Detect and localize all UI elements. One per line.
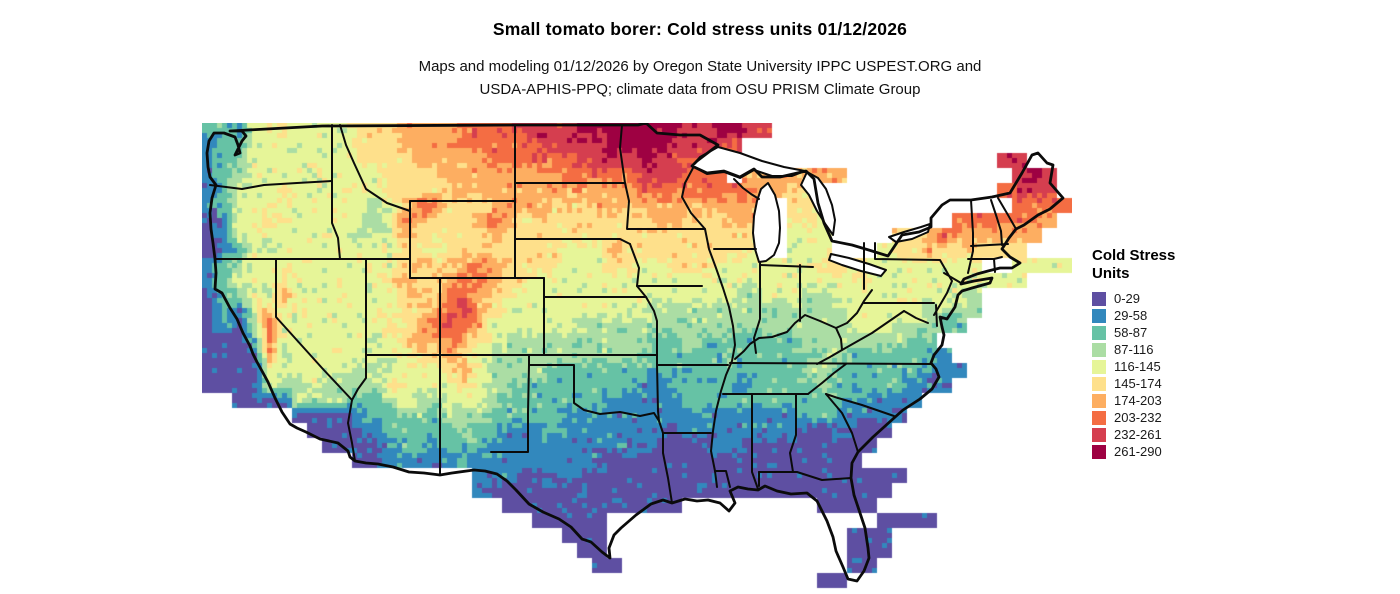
legend-swatch bbox=[1092, 427, 1106, 442]
lake-erie bbox=[828, 253, 887, 277]
legend-item: 145-174 bbox=[1092, 375, 1212, 392]
legend-label: 203-232 bbox=[1114, 410, 1162, 425]
attribution-line-1: Maps and modeling 01/12/2026 by Oregon S… bbox=[418, 58, 982, 75]
legend-item: 174-203 bbox=[1092, 392, 1212, 409]
legend-swatch bbox=[1092, 291, 1106, 306]
legend-swatch bbox=[1092, 359, 1106, 374]
legend-item: 232-261 bbox=[1092, 426, 1212, 443]
legend-item: 116-145 bbox=[1092, 358, 1212, 375]
great-lakes bbox=[691, 146, 931, 277]
legend-item: 261-290 bbox=[1092, 443, 1212, 460]
legend-label: 58-87 bbox=[1114, 325, 1148, 340]
legend-swatch bbox=[1092, 325, 1106, 340]
page-title: Small tomato borer: Cold stress units 01… bbox=[492, 19, 908, 39]
legend-swatch bbox=[1092, 444, 1106, 459]
attribution-line-2: USDA-APHIS-PPQ; climate data from OSU PR… bbox=[479, 81, 921, 98]
legend-label: 87-116 bbox=[1114, 342, 1154, 357]
legend-swatch bbox=[1092, 342, 1106, 357]
us-map bbox=[202, 123, 1072, 590]
cold-stress-raster bbox=[202, 123, 1072, 590]
legend-label: 29-58 bbox=[1114, 308, 1148, 323]
lake-michigan bbox=[752, 182, 781, 263]
legend-label: 261-290 bbox=[1114, 444, 1162, 459]
legend-label: 0-29 bbox=[1114, 291, 1141, 306]
legend-item: 87-116 bbox=[1092, 341, 1212, 358]
legend-item: 203-232 bbox=[1092, 409, 1212, 426]
legend-title: Cold Stress Units bbox=[1092, 247, 1176, 282]
legend-item: 58-87 bbox=[1092, 324, 1212, 341]
legend-swatch bbox=[1092, 393, 1106, 408]
legend-label: 232-261 bbox=[1114, 427, 1162, 442]
legend-item: 29-58 bbox=[1092, 307, 1212, 324]
map-legend: Cold Stress Units 0-29 29-58 58-87 87-116 11… bbox=[1092, 247, 1212, 460]
national-outline bbox=[205, 123, 1065, 583]
legend-swatch bbox=[1092, 308, 1106, 323]
state-borders-overlay bbox=[205, 123, 1065, 583]
legend-items: 0-29 29-58 58-87 87-116 116-145 145-174 174-20… bbox=[1092, 290, 1212, 460]
legend-label: 145-174 bbox=[1114, 376, 1162, 391]
legend-swatch bbox=[1092, 376, 1106, 391]
legend-label: 116-145 bbox=[1114, 359, 1161, 374]
state-lines bbox=[209, 124, 1017, 504]
legend-item: 0-29 bbox=[1092, 290, 1212, 307]
legend-swatch bbox=[1092, 410, 1106, 425]
legend-label: 174-203 bbox=[1114, 393, 1162, 408]
map-attribution: Maps and modeling 01/12/2026 by Oregon S… bbox=[0, 55, 1400, 101]
